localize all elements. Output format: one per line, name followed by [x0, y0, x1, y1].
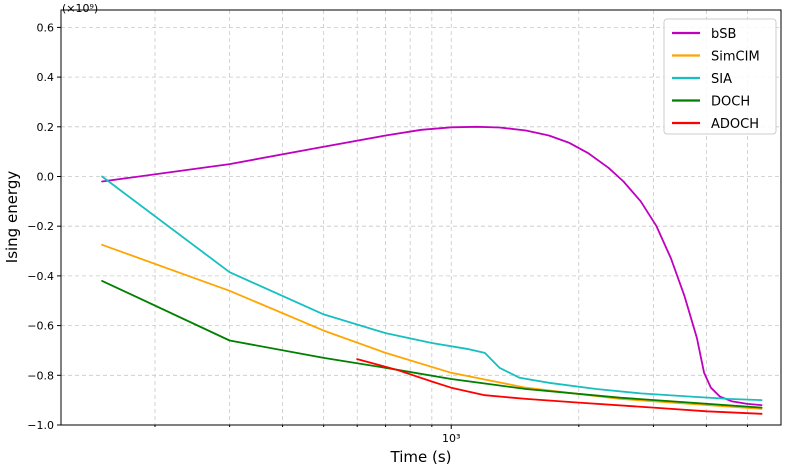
y-tick-label: −0.6 — [27, 320, 54, 333]
y-tick-label: 0.2 — [37, 121, 55, 134]
y-tick-label: 0.4 — [37, 71, 55, 84]
legend-label-adoch: ADOCH — [711, 117, 759, 132]
plot-frame — [60, 9, 782, 426]
series-line-doch — [101, 279, 763, 409]
legend-label-doch: DOCH — [711, 95, 750, 110]
axis-ticks: −1.0 −0.8 −0.6 −0.4 −0.2 0.0 0.2 0.4 0.6 10³ — [27, 21, 748, 445]
series-lines — [101, 125, 763, 415]
legend: bSB SimCIM SIA DOCH ADOCH — [663, 18, 777, 135]
legend-box — [663, 18, 777, 135]
x-axis-label: Time (s) — [390, 448, 452, 466]
series-line-sia — [101, 175, 763, 402]
series-line-adoch — [356, 358, 763, 415]
grid — [61, 10, 781, 426]
y-tick-label: −0.8 — [27, 369, 54, 382]
legend-label-bsb: bSB — [711, 27, 736, 42]
legend-label-simcim: SimCIM — [711, 50, 760, 65]
y-tick-label: −1.0 — [27, 419, 54, 432]
y-tick-label: −0.2 — [27, 220, 54, 233]
y-multiplier-label: (×10⁹) — [62, 2, 98, 15]
y-axis-label: Ising energy — [3, 171, 21, 264]
x-tick-label: 10³ — [442, 432, 460, 445]
legend-label-sia: SIA — [711, 72, 732, 87]
y-tick-label: 0.0 — [37, 170, 55, 183]
y-tick-label: −0.4 — [27, 270, 54, 283]
y-tick-label: 0.6 — [37, 21, 55, 34]
series-line-bsb — [101, 125, 763, 407]
